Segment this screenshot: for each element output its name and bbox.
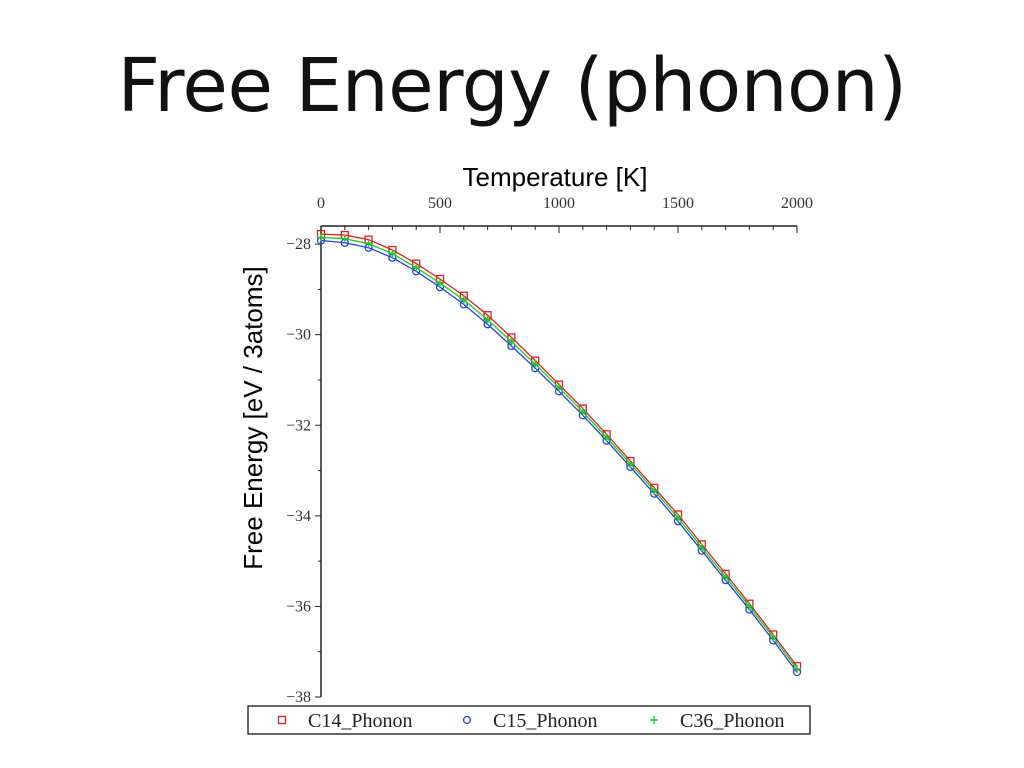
series-2-point-6 [459, 295, 468, 304]
x-tick-label-4: 2000 [781, 195, 813, 212]
series-c14-phonon [316, 230, 802, 671]
series-2-point-7 [483, 315, 492, 324]
plot-series [316, 230, 802, 677]
series-2-point-3 [388, 249, 397, 258]
y-tick-label-5: −38 [286, 689, 311, 706]
series-2-point-20 [793, 664, 801, 673]
y-tick-label-0: −28 [286, 236, 311, 253]
legend-marker-2 [650, 716, 658, 724]
series-2-point-14 [650, 486, 659, 495]
x-ticks: 0 500 1000 1500 2000 [317, 195, 813, 233]
x-tick-label-0: 0 [317, 195, 325, 212]
series-2-point-0 [317, 233, 325, 242]
legend-entry-1: C15_Phonon [462, 710, 597, 732]
legend-label-2: C36_Phonon [680, 710, 784, 732]
series-2-point-2 [364, 239, 373, 248]
y-ticks: −28 −30 −32 −34 −36 −38 [286, 236, 321, 706]
series-2-point-8 [507, 337, 516, 346]
x-tick-label-2: 1000 [543, 195, 575, 212]
y-tick-label-1: −30 [286, 327, 311, 344]
series-2-point-19 [769, 633, 778, 642]
x-axis-title: Temperature [K] [463, 162, 648, 192]
y-tick-label-4: −36 [286, 598, 311, 615]
series-2-point-1 [340, 234, 349, 243]
series-2-point-11 [578, 407, 587, 416]
series-2-point-18 [745, 602, 754, 611]
y-axis-title: Free Energy [eV / 3atoms] [238, 266, 268, 569]
series-2-point-10 [555, 383, 563, 392]
legend-entry-2: C36_Phonon [650, 710, 784, 732]
y-axis: −28 −30 −32 −34 −36 −38 Free Energy [eV / 3at… [238, 226, 322, 706]
series-2-point-17 [721, 572, 730, 581]
legend-entry-0: C14_Phonon [277, 710, 412, 732]
slide-title: Free Energy (phonon) [117, 43, 907, 129]
series-2-point-4 [412, 263, 421, 272]
x-tick-label-3: 1500 [662, 195, 694, 212]
legend-label-0: C14_Phonon [308, 710, 412, 732]
legend-label-1: C15_Phonon [493, 710, 597, 732]
series-line-2 [320, 236, 798, 670]
series-line-1 [320, 239, 798, 673]
series-2-point-9 [531, 360, 540, 369]
legend-items: C14_Phonon C15_Phonon C36_Phonon [277, 710, 784, 732]
y-tick-label-3: −34 [286, 508, 311, 525]
legend-marker-0 [277, 715, 287, 725]
series-c15-phonon [316, 236, 802, 677]
legend-box [247, 705, 811, 735]
x-axis: 0 500 1000 1500 2000 Temperature [K] [317, 162, 813, 233]
legend-marker-1 [462, 715, 472, 725]
series-c36-phonon [317, 233, 801, 673]
series-2-point-15 [674, 513, 682, 522]
series-2-point-12 [602, 433, 611, 442]
legend: C14_Phonon C15_Phonon C36_Phonon [247, 705, 811, 735]
series-2-point-13 [626, 459, 635, 468]
series-2-point-5 [436, 279, 444, 288]
series-line-0 [320, 233, 798, 667]
series-2-point-16 [697, 543, 706, 552]
y-tick-label-2: −32 [286, 417, 311, 434]
x-tick-label-1: 500 [428, 195, 452, 212]
